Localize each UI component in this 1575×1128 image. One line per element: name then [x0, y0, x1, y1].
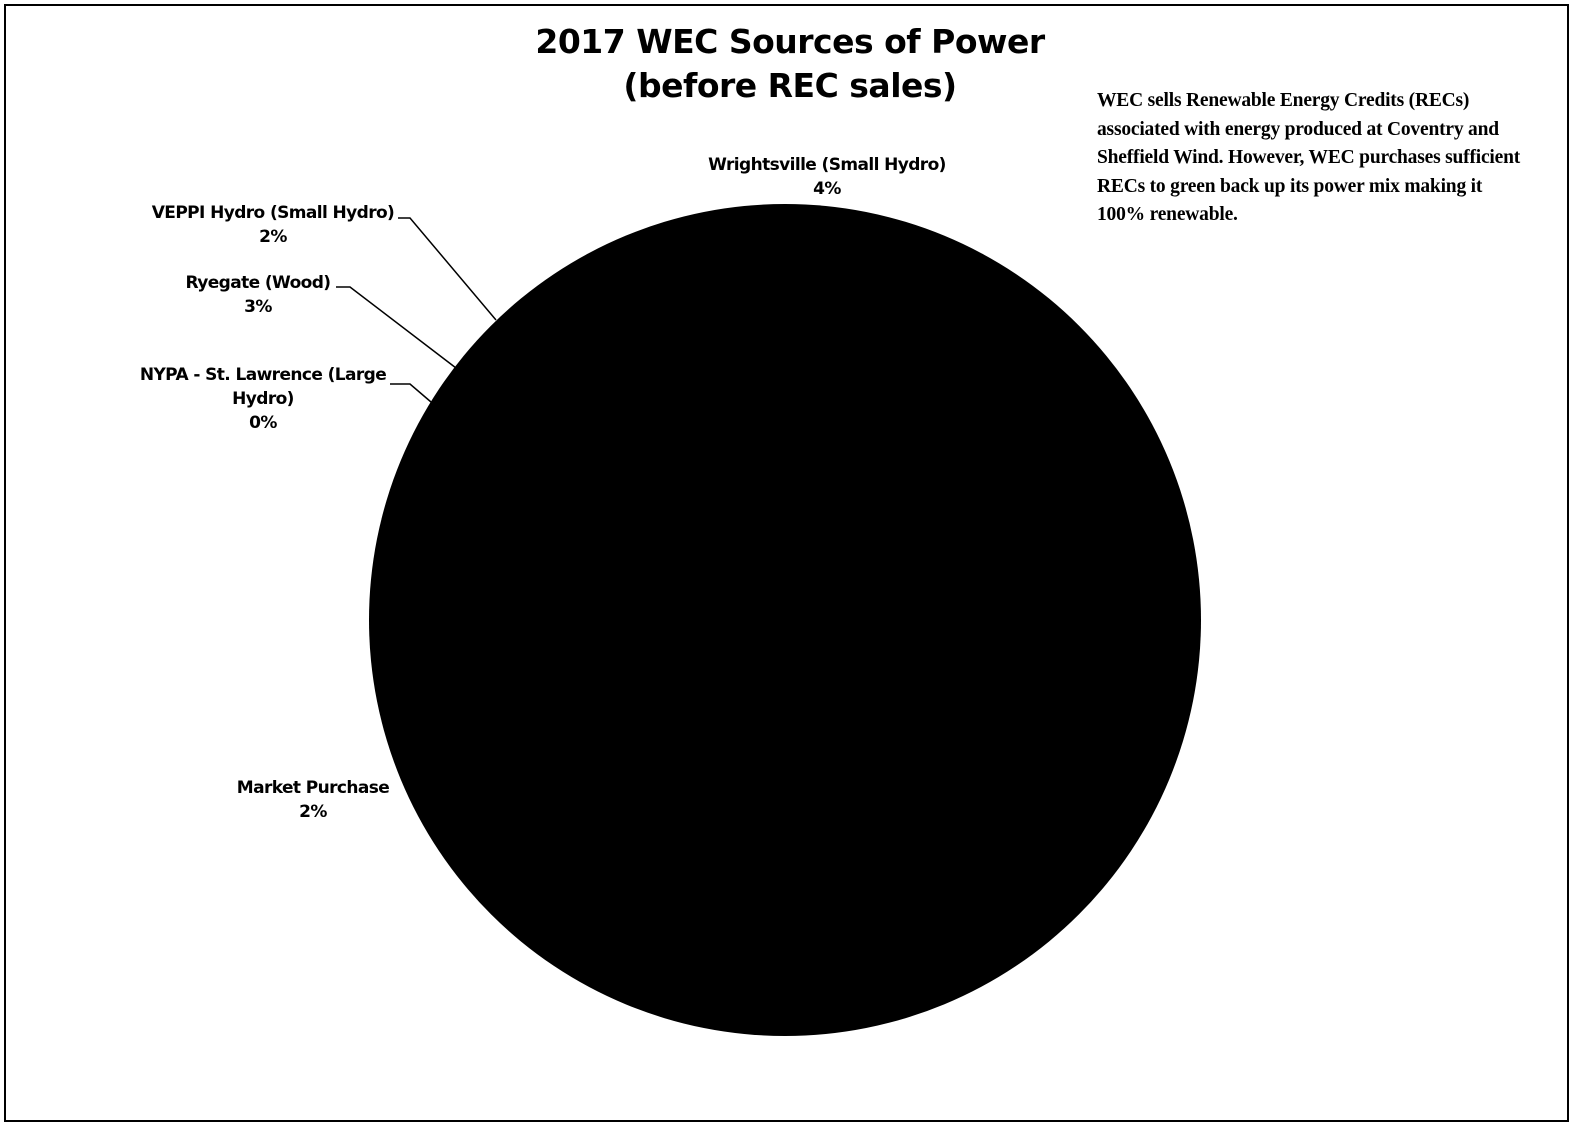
slice-name-label: Hydro) [232, 389, 294, 409]
chart-title: 2017 WEC Sources of Power (before REC sa… [440, 20, 1140, 108]
slice-percent-label: 2% [259, 227, 287, 247]
slice-label-group: Wrightsville (Small Hydro) 4% [708, 155, 946, 199]
slice-percent-label: 0% [249, 413, 277, 433]
pie-disc [369, 204, 1201, 1036]
slice-percent-label: 2% [299, 802, 327, 822]
slice-name-label: NYPA - St. Lawrence (Large [140, 365, 386, 385]
slice-leader-line [390, 383, 432, 403]
slice-leader-line [336, 286, 457, 369]
slice-label-group: VEPPI Hydro (Small Hydro) 2% [152, 203, 497, 321]
slice-label-group: Market Purchase 2% [237, 778, 390, 822]
slice-percent-label: 3% [244, 297, 272, 317]
slice-percent-label: 4% [813, 179, 841, 199]
slice-name-label: Market Purchase [237, 778, 390, 798]
slice-label-group: NYPA - St. Lawrence (Large Hydro) 0% [140, 365, 432, 433]
chart-title-line: 2017 WEC Sources of Power [535, 22, 1045, 61]
slice-name-label: Wrightsville (Small Hydro) [708, 155, 946, 175]
slice-name-label: VEPPI Hydro (Small Hydro) [152, 203, 394, 223]
slice-leader-line [398, 217, 497, 321]
slice-label-group: Ryegate (Wood) 3% [186, 273, 457, 369]
chart-subtitle-line: (before REC sales) [623, 66, 957, 105]
rec-note-annotation: WEC sells Renewable Energy Credits (RECs… [1097, 90, 1521, 225]
slice-name-label: Ryegate (Wood) [186, 273, 331, 293]
